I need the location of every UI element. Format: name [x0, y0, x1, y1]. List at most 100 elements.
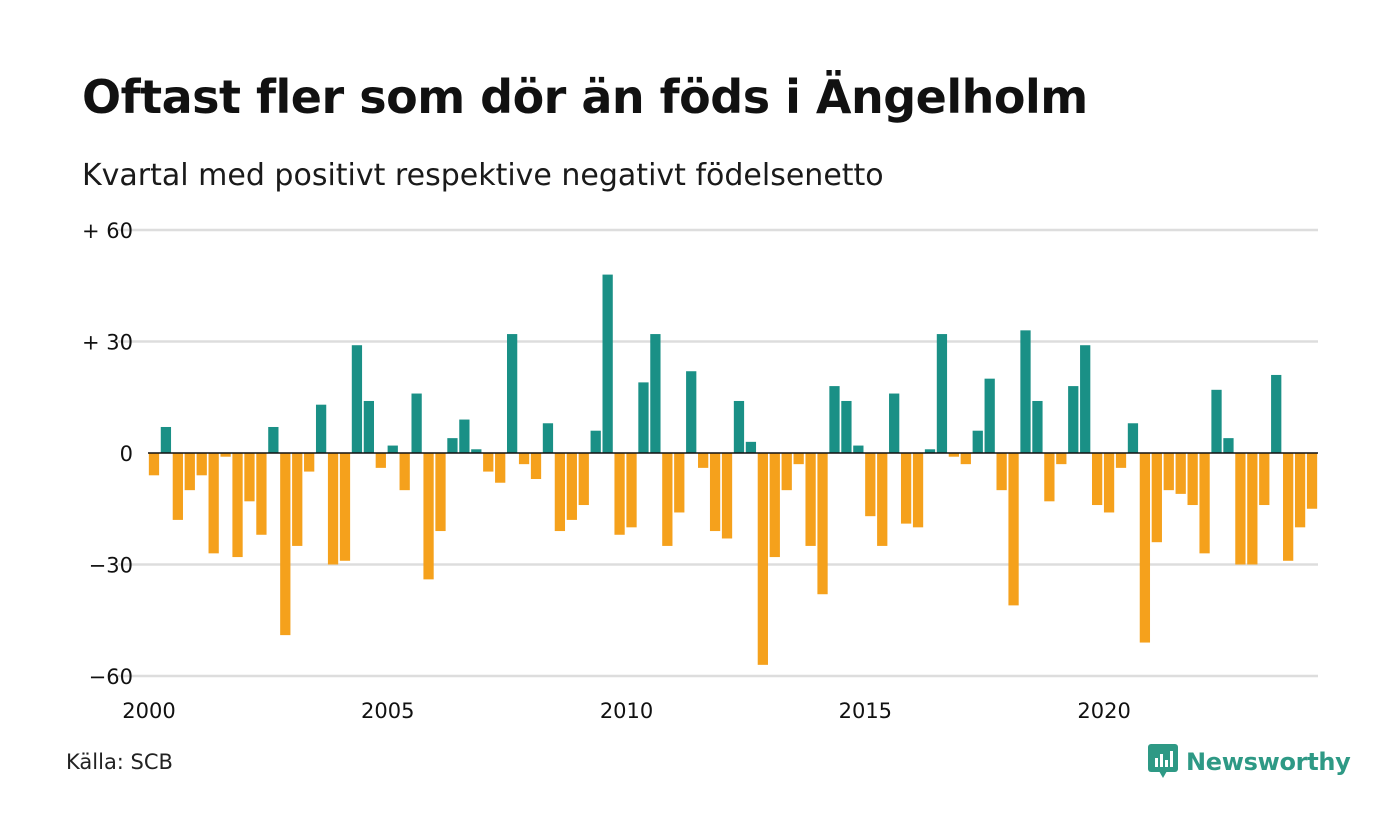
bar: [960, 453, 971, 465]
bar: [1020, 330, 1031, 453]
bar: [769, 453, 780, 558]
bar: [1056, 453, 1067, 465]
bar: [471, 449, 482, 453]
bar: [554, 453, 566, 532]
bar: [996, 453, 1007, 491]
bar: [1223, 438, 1234, 453]
bar: [745, 441, 757, 453]
bar: [686, 371, 697, 453]
bar: [148, 453, 160, 476]
y-axis-labels: + 60 + 30 0 −30 −60: [82, 219, 133, 689]
bar: [363, 400, 375, 453]
bar: [924, 449, 936, 453]
bar: [614, 453, 625, 535]
bar: [244, 453, 255, 502]
bar: [721, 453, 733, 539]
bar: [1103, 453, 1115, 513]
bar: [912, 453, 924, 528]
bar: [829, 386, 840, 453]
bar: [172, 453, 183, 520]
bar: [327, 453, 339, 565]
bars: [148, 274, 1318, 665]
bar: [220, 453, 231, 457]
grid-lines: [118, 228, 1318, 678]
bar: [1032, 400, 1043, 453]
bar: [674, 453, 685, 513]
bar: [530, 453, 542, 480]
bar: [459, 419, 470, 453]
bar: [375, 453, 386, 468]
bar: [1283, 453, 1294, 561]
bar: [304, 453, 315, 472]
bar: [602, 274, 613, 453]
bar: [1175, 453, 1186, 494]
bar: [1091, 453, 1103, 506]
bar: [948, 453, 960, 457]
bar: [1306, 453, 1318, 509]
bar: [1044, 453, 1055, 502]
bar: [733, 400, 745, 453]
bar: [184, 453, 195, 491]
bar: [936, 334, 948, 453]
y-tick-label: + 30: [82, 331, 133, 355]
bar: [1211, 389, 1222, 453]
bar: [698, 453, 709, 468]
bar: [805, 453, 816, 546]
bar: [256, 453, 267, 535]
bar: [196, 453, 207, 476]
bar: [1008, 453, 1019, 606]
y-tick-label: −60: [89, 665, 133, 689]
newsworthy-logo: Newsworthy: [1148, 742, 1351, 782]
bar: [590, 430, 601, 453]
bar: [1139, 453, 1151, 643]
bar: [411, 393, 422, 453]
bar: [1163, 453, 1174, 491]
bar: [268, 426, 279, 453]
bar: [709, 453, 721, 532]
bar: [626, 453, 637, 528]
bar: [447, 438, 458, 453]
bar: [650, 334, 661, 453]
bar: [1247, 453, 1258, 565]
bar: [900, 453, 912, 524]
bar: [435, 453, 446, 532]
bar: [1294, 453, 1306, 528]
bar: [662, 453, 673, 546]
bar: [1187, 453, 1198, 506]
bar: [1115, 453, 1127, 468]
source-note: Källa: SCB: [66, 750, 173, 774]
bar-chart-bubble-icon: [1148, 744, 1178, 778]
bar: [315, 404, 327, 453]
bar: [292, 453, 303, 546]
brand-name: Newsworthy: [1186, 748, 1351, 776]
bar: [495, 453, 506, 483]
y-tick-label: + 60: [82, 219, 133, 243]
chart-title: Oftast fler som dör än föds i Ängelholm: [82, 70, 1088, 124]
y-tick-label: 0: [120, 442, 133, 466]
bar: [339, 453, 351, 561]
bar: [542, 423, 554, 453]
bar: [865, 453, 876, 517]
bar: [387, 445, 398, 453]
bar: [232, 453, 243, 558]
x-tick-label: 2010: [600, 699, 653, 723]
bar: [841, 400, 852, 453]
bar: [972, 430, 983, 453]
bar: [566, 453, 577, 520]
bar: [817, 453, 828, 595]
x-tick-label: 2020: [1077, 699, 1130, 723]
bar: [1271, 374, 1282, 453]
bar: [1127, 423, 1139, 453]
bar: [351, 345, 363, 453]
bar: [781, 453, 792, 491]
bar: [1080, 345, 1091, 453]
bar: [877, 453, 888, 546]
bar: [578, 453, 589, 506]
bar: [853, 445, 864, 453]
bar: [1068, 386, 1079, 453]
x-tick-label: 2000: [122, 699, 175, 723]
bar: [793, 453, 804, 465]
bar: [757, 453, 768, 665]
bar: [1199, 453, 1210, 554]
